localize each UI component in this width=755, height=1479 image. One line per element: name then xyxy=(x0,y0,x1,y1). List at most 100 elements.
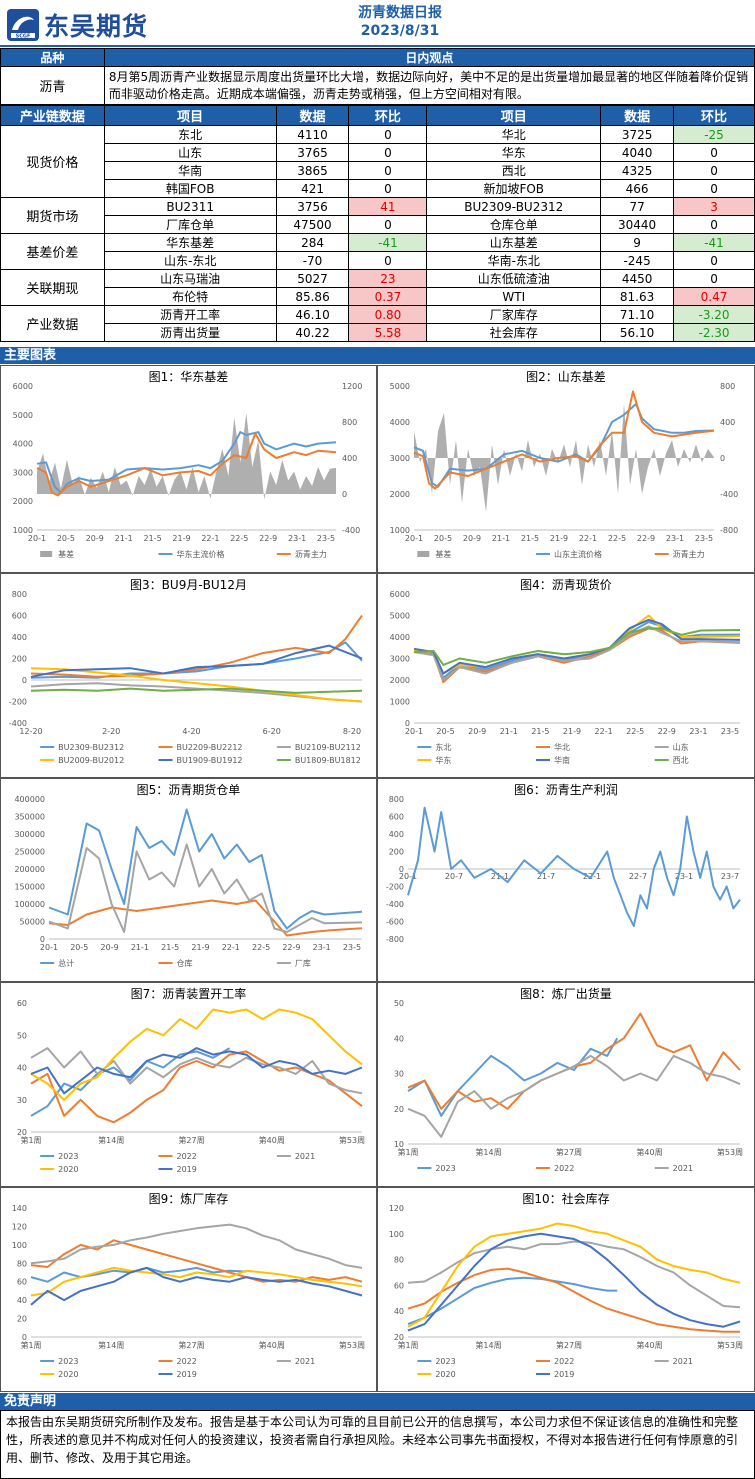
view-col-title: 日内观点 xyxy=(103,48,755,67)
series-line xyxy=(30,1008,363,1101)
chart-8: 图8：炼厂出货量 10 20 30 40 50 第1周 第14周 第27周 第40周 第53周 202… xyxy=(377,982,755,1187)
legend-label: 2022 xyxy=(554,1164,574,1173)
report-date: 2023/8/31 xyxy=(360,23,440,39)
chart-plot: 20 30 40 50 60 第1周 第14周 第27周 第40周 第53周 2023 2022 202… xyxy=(17,999,365,1174)
chart-1: 图1：华东基差 1000 2000 3000 4000 5000 6000 -400 0 400 8… xyxy=(0,365,377,573)
item-name: 布伦特 xyxy=(103,287,277,306)
series-line xyxy=(30,687,363,694)
legend-label: 东北 xyxy=(435,742,451,752)
x-tick-label: 第1周 xyxy=(397,1340,418,1350)
x-tick-label: 23-1 xyxy=(666,534,684,543)
x-tick-label: 第27周 xyxy=(556,1340,582,1350)
item-change: -25 xyxy=(673,125,755,144)
item-value: 77 xyxy=(600,197,675,216)
y-tick-label: 40 xyxy=(394,1034,404,1043)
legend-label: 山东 xyxy=(673,742,689,752)
y-tick-label: 2000 xyxy=(390,490,410,499)
group-label: 期货市场 xyxy=(0,197,105,234)
y-tick-label: 20 xyxy=(394,1105,404,1114)
y-tick-label: 200000 xyxy=(14,865,45,874)
disclaimer-text: 本报告由东吴期货研究所制作及发布。报告是基于本公司认为可靠的且目前已公开的信息撰… xyxy=(0,1410,755,1479)
header-data: 数据 xyxy=(275,105,350,126)
table-row: 产业数据 沥青开工率 46.10 0.80 厂家库存 71.10 -3.20 xyxy=(0,305,755,342)
x-tick-label: 22-1 xyxy=(222,943,240,952)
legend-label: 2019 xyxy=(177,1370,197,1379)
y-tick-label: 600 xyxy=(389,813,404,822)
y2-tick-label: 400 xyxy=(720,418,735,427)
item-value: 40.22 xyxy=(275,323,350,342)
chart-5: 图5：沥青期货仓单 0 50000 100000 150000 200000 250000 3… xyxy=(0,778,377,982)
y-tick-label: 10 xyxy=(394,1140,404,1149)
x-tick-label: 21-9 xyxy=(191,943,209,952)
y-tick-label: 0 xyxy=(405,719,410,728)
item-value: 5027 xyxy=(275,269,350,288)
item-change: -2.30 xyxy=(673,323,755,342)
series-line xyxy=(407,1012,741,1110)
chart-title: 图3：BU9月-BU12月 xyxy=(130,578,247,592)
x-tick-label: 20-1 xyxy=(40,943,58,952)
header-chg2: 环比 xyxy=(673,105,755,126)
table-row: 关联期现 山东马瑞油 5027 23 山东低硫渣油 4450 0 xyxy=(0,269,755,306)
series-line xyxy=(48,843,363,933)
table-row: 华南 3865 0 西北 4325 0 xyxy=(1,161,755,180)
item-value: 71.10 xyxy=(600,305,675,324)
legend-label: 2021 xyxy=(295,1357,315,1366)
series-line xyxy=(36,432,337,497)
x-tick-label: 6-20 xyxy=(263,727,281,736)
item-value: 3765 xyxy=(275,143,350,162)
y-tick-label: 60 xyxy=(17,1278,27,1287)
y-tick-label: 3000 xyxy=(390,655,410,664)
table-row: 布伦特 85.86 0.37 WTI 81.63 0.47 xyxy=(1,287,755,306)
y2-tick-label: -800 xyxy=(720,526,738,535)
legend-label: 山东主流价格 xyxy=(554,549,602,559)
item-change: 0 xyxy=(673,269,755,288)
view-table: 品种 日内观点 沥青 8月第5周沥青产业数据显示周度出货量环比大增，数据边际向好… xyxy=(0,48,755,105)
x-tick-label: 22-7 xyxy=(629,872,647,881)
table-row: 基差价差 华东基差 284 -41 山东基差 9 -41 xyxy=(0,233,755,270)
chart-6: 图6：沥青生产利润 -800 -600 -400 -200 0 200 400 600 800 20… xyxy=(377,778,755,982)
x-tick-label: 第53周 xyxy=(717,1147,743,1157)
y-tick-label: 0 xyxy=(22,1333,27,1342)
x-tick-label: 22-9 xyxy=(259,534,277,543)
chart-plot: 0 20 40 60 80 100 120 140 第1周 第14周 第27周 第40周 第53周 202… xyxy=(12,1204,365,1379)
x-tick-label: 21-1 xyxy=(115,534,133,543)
x-tick-label: 22-5 xyxy=(626,727,644,736)
legend-label: 基差 xyxy=(58,549,74,559)
x-tick-label: 22-1 xyxy=(201,534,219,543)
item-value: -245 xyxy=(600,251,675,270)
group-label: 产业数据 xyxy=(0,305,105,342)
chart-title: 图9：炼厂库存 xyxy=(148,1192,229,1206)
x-tick-label: 20-5 xyxy=(437,727,455,736)
y-tick-label: 20 xyxy=(394,1333,404,1342)
series-line xyxy=(30,1047,363,1095)
series-line xyxy=(413,390,715,490)
item-change: 0 xyxy=(348,251,428,270)
y-tick-label: 100 xyxy=(12,1241,27,1250)
x-tick-label: 20-1 xyxy=(28,534,46,543)
series-line xyxy=(30,1223,363,1269)
legend-label: 2021 xyxy=(673,1357,693,1366)
x-tick-label: 21-5 xyxy=(144,534,162,543)
x-tick-label: 20-1 xyxy=(399,872,417,881)
item-value: 46.10 xyxy=(275,305,350,324)
x-tick-label: 21-9 xyxy=(550,534,568,543)
company-logo-icon: SCGF xyxy=(7,9,39,41)
table-row: 山东-东北 -70 0 华南-东北 -245 0 xyxy=(1,251,755,270)
item-name: 山东马瑞油 xyxy=(103,269,277,288)
y-tick-label: 300000 xyxy=(14,830,45,839)
table-row: 山东 3765 0 华东 4040 0 xyxy=(1,143,755,162)
series-line xyxy=(407,1276,618,1326)
x-tick-label: 第40周 xyxy=(259,1340,285,1350)
legend-label: BU2009-BU2012 xyxy=(58,756,124,765)
y2-tick-label: 0 xyxy=(342,490,347,499)
legend-label: 2022 xyxy=(177,1357,197,1366)
series-area xyxy=(37,413,336,500)
y-tick-label: 1000 xyxy=(390,526,410,535)
item-value: 3725 xyxy=(600,125,675,144)
x-tick-label: 22-5 xyxy=(230,534,248,543)
y-tick-label: 40 xyxy=(394,1307,404,1316)
item-change: -41 xyxy=(348,233,428,252)
y-tick-label: 3000 xyxy=(390,454,410,463)
item-value: 4325 xyxy=(600,161,675,180)
x-tick-label: 4-20 xyxy=(182,727,200,736)
